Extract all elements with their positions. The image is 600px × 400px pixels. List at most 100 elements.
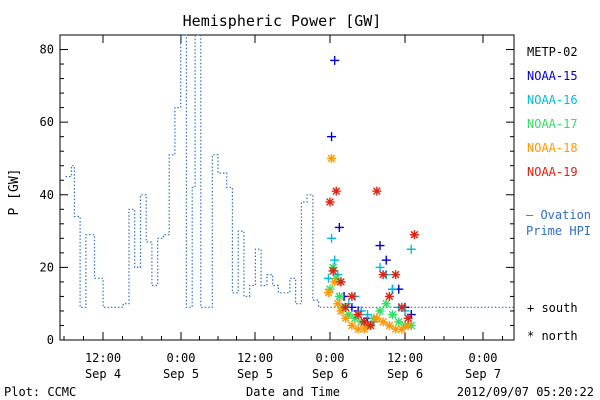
y-tick-label: 20: [40, 260, 54, 274]
marker-noaa-19-stroke: [326, 198, 334, 206]
x-tick-day-label: Sep 6: [387, 367, 423, 381]
marker-noaa-19: [359, 317, 369, 327]
marker-noaa-19-stroke: [398, 303, 406, 312]
marker-noaa-16: [388, 284, 397, 294]
marker-noaa-18: [327, 153, 337, 163]
legend-noaa-15: NOAA-15: [527, 69, 578, 83]
marker-noaa-18-stroke: [348, 321, 356, 330]
marker-noaa-18: [341, 313, 351, 323]
marker-noaa-16: [375, 262, 385, 272]
ovation-step-line: [65, 34, 514, 308]
legend-noaa-16: NOAA-16: [527, 93, 578, 107]
marker-noaa-15: [330, 55, 340, 65]
y-tick-label: 60: [40, 115, 54, 129]
legend-noaa-17: NOAA-17: [527, 117, 578, 131]
x-tick-time-label: 12:00: [387, 351, 423, 365]
footer-timestamp: 2012/09/07 05:20:22: [457, 385, 594, 399]
marker-legend-south: + south: [527, 301, 578, 315]
marker-noaa-19-stroke: [379, 270, 387, 279]
marker-noaa-18-stroke: [337, 307, 345, 315]
legend: METP-02 NOAA-15 NOAA-16 NOAA-17 NOAA-18 NOAA-…: [527, 45, 578, 343]
x-tick-day-label: Sep 5: [163, 367, 199, 381]
marker-noaa-19-stroke: [354, 310, 362, 319]
marker-noaa-18-stroke: [360, 325, 369, 333]
marker-noaa-19: [331, 186, 341, 196]
marker-noaa-17-stroke: [382, 299, 391, 308]
marker-noaa-19-stroke: [332, 187, 341, 196]
x-tick-day-label: Sep 4: [85, 367, 121, 381]
legend-noaa-19: NOAA-19: [527, 165, 578, 179]
y-tick-label: 0: [47, 333, 54, 347]
y-tick-label: 80: [40, 43, 54, 57]
plot-frame: [59, 34, 515, 341]
ovation-legend-line2: Prime HPI: [526, 224, 591, 238]
marker-noaa-18-stroke: [327, 154, 336, 163]
footer-credit: Plot: CCMC: [4, 385, 76, 399]
marker-noaa-17: [334, 291, 344, 301]
marker-noaa-17-stroke: [335, 292, 344, 301]
marker-noaa-19: [378, 270, 388, 280]
marker-noaa-18: [323, 288, 333, 298]
x-tick-time-label: 12:00: [85, 351, 121, 365]
marker-noaa-18-stroke: [404, 321, 412, 330]
marker-noaa-18-stroke: [354, 325, 362, 333]
marker-noaa-18-stroke: [391, 325, 400, 333]
marker-legend-north: * north: [527, 329, 578, 343]
marker-noaa-18: [333, 299, 343, 309]
marker-noaa-19-stroke: [341, 303, 350, 312]
x-tick-day-label: Sep 7: [465, 367, 501, 381]
marker-noaa-17: [388, 310, 397, 320]
marker-noaa-19-stroke: [329, 267, 337, 275]
marker-noaa-19: [372, 186, 382, 196]
x-axis-label: Date and Time: [246, 385, 340, 399]
marker-noaa-16: [327, 233, 337, 243]
marker-noaa-15: [375, 241, 385, 251]
marker-noaa-19: [397, 302, 407, 312]
marker-noaa-18: [353, 324, 363, 334]
y-tick-label: 40: [40, 188, 54, 202]
marker-noaa-18: [378, 317, 388, 327]
marker-noaa-18-stroke: [398, 325, 406, 333]
ovation-legend-line1: — Ovation: [526, 208, 591, 222]
marker-noaa-19-stroke: [391, 270, 400, 279]
marker-noaa-16: [323, 273, 333, 283]
marker-noaa-18-stroke: [379, 317, 387, 326]
marker-noaa-18: [372, 313, 382, 323]
y-axis-label: P [GW]: [7, 169, 22, 216]
marker-noaa-19: [347, 291, 357, 301]
x-tick-time-label: 12:00: [237, 351, 273, 365]
marker-noaa-18-stroke: [385, 321, 394, 330]
marker-noaa-19: [328, 266, 338, 276]
marker-noaa-19-stroke: [360, 317, 369, 326]
marker-noaa-15: [381, 255, 391, 265]
marker-noaa-16: [363, 310, 372, 320]
marker-noaa-18: [397, 324, 407, 334]
marker-noaa-18-stroke: [341, 314, 350, 323]
marker-noaa-16: [406, 244, 416, 254]
marker-noaa-19: [341, 302, 351, 312]
marker-noaa-18-stroke: [330, 278, 339, 286]
legend-noaa-18: NOAA-18: [527, 141, 578, 155]
marker-noaa-17-stroke: [388, 310, 397, 319]
marker-noaa-18: [384, 320, 394, 330]
marker-noaa-19: [366, 320, 376, 330]
x-tick-time-label: 0:00: [316, 351, 345, 365]
marker-noaa-17-stroke: [376, 307, 384, 315]
marker-noaa-18: [336, 306, 346, 316]
x-tick-time-label: 0:00: [167, 351, 196, 365]
x-tick-day-label: Sep 6: [312, 367, 348, 381]
marker-noaa-19-stroke: [404, 314, 412, 323]
marker-noaa-19: [353, 310, 363, 320]
marker-noaa-19-stroke: [337, 278, 345, 286]
marker-noaa-17: [394, 317, 404, 327]
marker-noaa-19-stroke: [366, 321, 375, 330]
plot-area: 0 20 40 60 80 12:00 Sep 4 0:00 Sep 5 12:00 Sep 5 0:…: [40, 34, 515, 381]
marker-noaa-19: [336, 277, 346, 287]
marker-noaa-19: [409, 230, 419, 240]
marker-noaa-19-stroke: [385, 292, 394, 301]
marker-noaa-19: [384, 291, 394, 301]
marker-noaa-19-stroke: [348, 292, 356, 301]
chart-title: Hemispheric Power [GW]: [183, 12, 382, 30]
marker-noaa-17-stroke: [394, 317, 403, 326]
